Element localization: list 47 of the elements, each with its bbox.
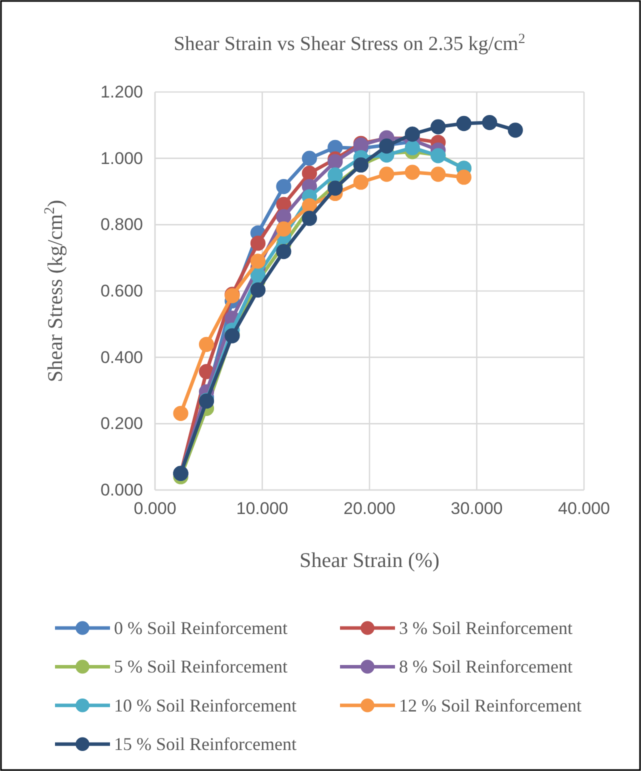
x-tick-label: 40.000 — [558, 499, 610, 518]
point — [508, 122, 523, 138]
point — [198, 336, 214, 352]
point — [430, 119, 446, 134]
point — [328, 154, 343, 170]
y-tick-label: 0.400 — [100, 348, 143, 367]
chart-title: Shear Strain vs Shear Stress on 2.35 kg/cm$^{2}$ — [174, 32, 526, 55]
x-tick-label: 0.000 — [134, 499, 176, 518]
point — [250, 254, 266, 269]
point — [276, 244, 292, 260]
legend-label: 12 % Soil Reinforcement — [399, 695, 582, 716]
point — [276, 178, 292, 194]
point — [353, 174, 368, 190]
x-tick-label: 30.000 — [450, 499, 503, 518]
y-tick-label: 1.000 — [100, 148, 143, 168]
y-tick-label: 0.800 — [100, 215, 143, 234]
point — [173, 406, 188, 421]
point — [404, 126, 420, 142]
point — [456, 116, 472, 132]
legend-label: 10 % Soil Reinforcement — [114, 695, 296, 716]
point — [276, 221, 292, 237]
point — [250, 236, 266, 251]
legend-label: 0 % Soil Reinforcement — [114, 618, 288, 638]
point — [302, 166, 318, 181]
point — [302, 210, 318, 226]
point — [328, 180, 343, 196]
legend-label: 8 % Soil Reinforcement — [399, 656, 572, 677]
point — [456, 170, 472, 185]
x-tick-label: 20.000 — [344, 499, 396, 518]
x-tick-label: 10.000 — [236, 499, 288, 518]
point — [250, 268, 266, 283]
legend-label: 15 % Soil Reinforcement — [114, 734, 296, 754]
point — [404, 140, 420, 156]
point — [404, 164, 420, 180]
legend-label: 5 % Soil Reinforcement — [114, 656, 288, 677]
x-axis-title: Shear Strain (%) — [300, 548, 440, 572]
point — [250, 282, 266, 298]
y-tick-label: 0.200 — [100, 414, 143, 434]
y-tick-label: 1.200 — [100, 82, 143, 102]
y-tick-label: 0.000 — [100, 480, 143, 500]
point — [482, 114, 498, 130]
point — [302, 150, 318, 166]
legend-label: 3 % Soil Reinforcement — [399, 618, 572, 638]
point — [328, 167, 343, 182]
point — [430, 166, 446, 182]
point — [379, 166, 394, 182]
y-tick-label: 0.600 — [100, 281, 143, 300]
